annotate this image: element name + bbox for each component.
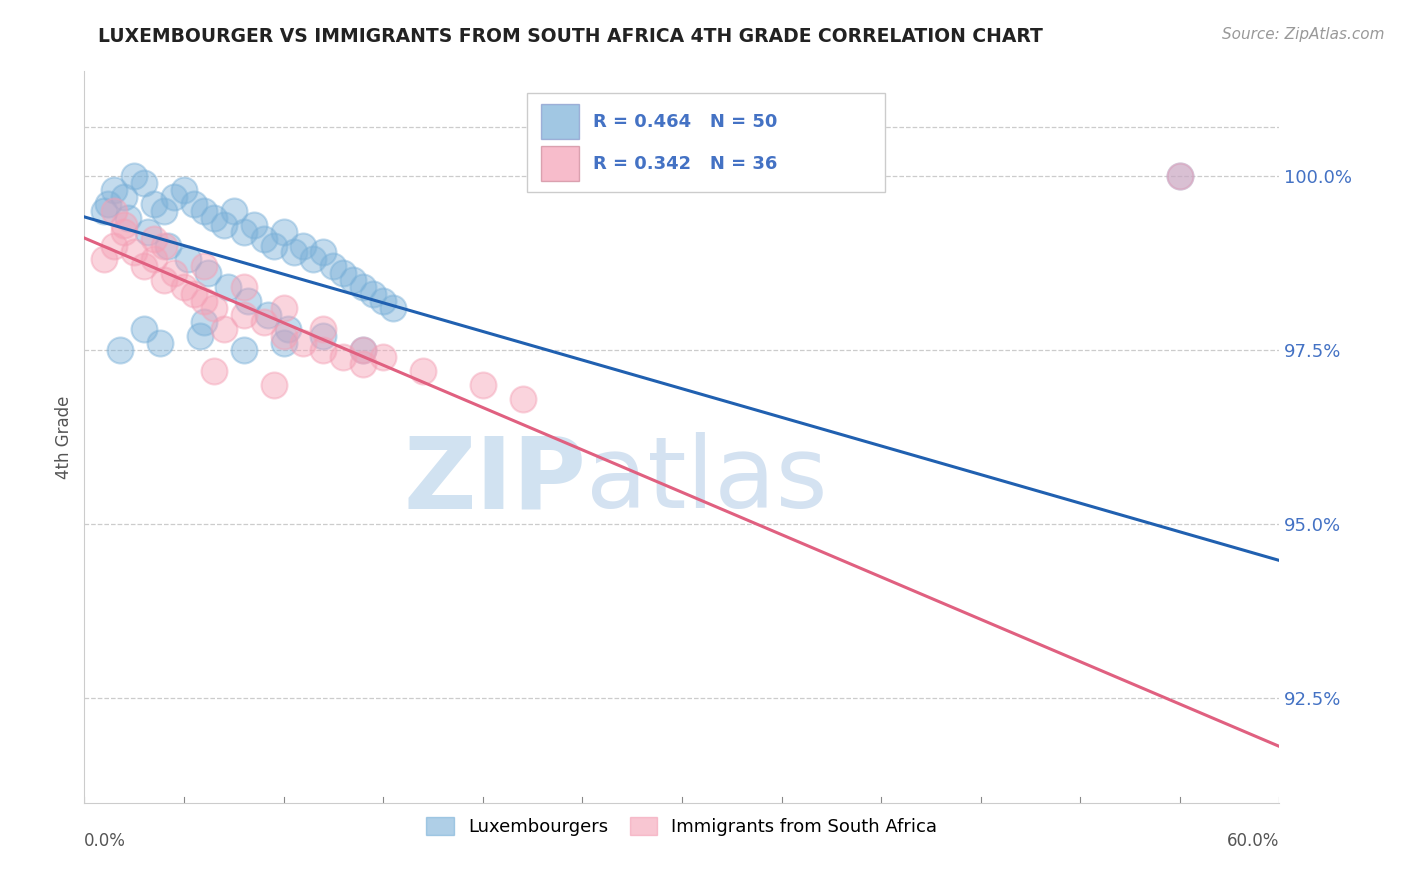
- Point: [132, 322, 156, 336]
- Point: [373, 294, 395, 309]
- Text: R = 0.464   N = 50: R = 0.464 N = 50: [593, 112, 778, 131]
- Point: [97, 196, 120, 211]
- Point: [110, 343, 132, 357]
- Point: [122, 245, 145, 260]
- Point: [188, 329, 211, 343]
- Point: [382, 301, 405, 316]
- Point: [212, 322, 235, 336]
- Bar: [541, 104, 579, 139]
- Text: LUXEMBOURGER VS IMMIGRANTS FROM SOUTH AFRICA 4TH GRADE CORRELATION CHART: LUXEMBOURGER VS IMMIGRANTS FROM SOUTH AF…: [98, 27, 1043, 45]
- Text: 0.0%: 0.0%: [84, 832, 127, 850]
- Point: [132, 260, 156, 274]
- Point: [332, 266, 354, 280]
- Point: [352, 357, 374, 371]
- Point: [122, 169, 145, 183]
- Point: [212, 218, 235, 232]
- Point: [183, 196, 205, 211]
- Bar: [527, 94, 886, 192]
- Point: [273, 301, 295, 316]
- Point: [253, 231, 276, 245]
- Point: [202, 211, 225, 225]
- Point: [1168, 169, 1191, 183]
- Point: [312, 245, 335, 260]
- Point: [263, 377, 285, 392]
- Point: [163, 190, 186, 204]
- Point: [256, 308, 278, 322]
- Point: [149, 336, 172, 351]
- Point: [202, 301, 225, 316]
- Point: [273, 329, 295, 343]
- Point: [163, 266, 186, 280]
- Point: [412, 364, 434, 378]
- Point: [232, 343, 254, 357]
- Point: [232, 225, 254, 239]
- Point: [512, 392, 534, 406]
- Point: [103, 203, 125, 218]
- Point: [103, 238, 125, 252]
- Point: [361, 287, 384, 301]
- Text: Source: ZipAtlas.com: Source: ZipAtlas.com: [1222, 27, 1385, 42]
- Point: [173, 183, 195, 197]
- Point: [263, 238, 285, 252]
- Point: [352, 343, 374, 357]
- Point: [222, 203, 245, 218]
- Point: [143, 196, 166, 211]
- Point: [117, 211, 139, 225]
- Point: [183, 287, 205, 301]
- Point: [132, 176, 156, 190]
- Point: [193, 203, 215, 218]
- Point: [352, 343, 374, 357]
- Point: [193, 315, 215, 329]
- Text: R = 0.342   N = 36: R = 0.342 N = 36: [593, 154, 778, 172]
- Point: [277, 322, 299, 336]
- Point: [283, 245, 305, 260]
- Point: [143, 252, 166, 267]
- Point: [236, 294, 259, 309]
- Point: [273, 336, 295, 351]
- Point: [217, 280, 239, 294]
- Point: [103, 183, 125, 197]
- Bar: [541, 146, 579, 181]
- Point: [193, 294, 215, 309]
- Point: [153, 203, 176, 218]
- Point: [332, 350, 354, 364]
- Point: [232, 308, 254, 322]
- Point: [157, 238, 180, 252]
- Point: [197, 266, 219, 280]
- Point: [136, 225, 159, 239]
- Point: [177, 252, 200, 267]
- Point: [292, 238, 315, 252]
- Point: [173, 280, 195, 294]
- Legend: Luxembourgers, Immigrants from South Africa: Luxembourgers, Immigrants from South Afr…: [418, 807, 946, 845]
- Point: [312, 322, 335, 336]
- Point: [193, 260, 215, 274]
- Point: [322, 260, 344, 274]
- Point: [153, 238, 176, 252]
- Point: [302, 252, 325, 267]
- Point: [1168, 169, 1191, 183]
- Point: [202, 364, 225, 378]
- Point: [471, 377, 494, 392]
- Point: [312, 343, 335, 357]
- Point: [112, 190, 135, 204]
- Point: [232, 280, 254, 294]
- Point: [112, 225, 135, 239]
- Y-axis label: 4th Grade: 4th Grade: [55, 395, 73, 479]
- Point: [312, 329, 335, 343]
- Point: [143, 231, 166, 245]
- Point: [253, 315, 276, 329]
- Text: 60.0%: 60.0%: [1227, 832, 1279, 850]
- Text: atlas: atlas: [586, 433, 828, 530]
- Point: [273, 225, 295, 239]
- Point: [153, 273, 176, 287]
- Point: [112, 218, 135, 232]
- Point: [352, 280, 374, 294]
- Point: [242, 218, 264, 232]
- Text: ZIP: ZIP: [404, 433, 586, 530]
- Point: [292, 336, 315, 351]
- Point: [93, 203, 115, 218]
- Point: [93, 252, 115, 267]
- Point: [342, 273, 364, 287]
- Point: [373, 350, 395, 364]
